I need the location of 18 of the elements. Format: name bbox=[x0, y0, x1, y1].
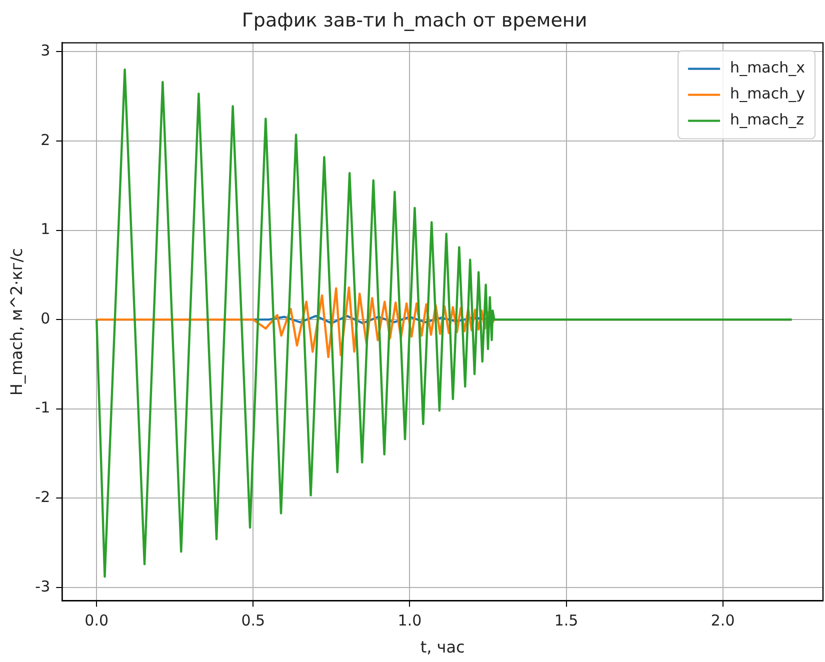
x-tick-label: 1.0 bbox=[398, 612, 422, 630]
x-tick-label: 2.0 bbox=[710, 612, 735, 630]
y-tick-label: 1 bbox=[40, 220, 50, 238]
chart-title: График зав-ти h_mach от времени bbox=[242, 9, 588, 32]
x-tick-label: 1.5 bbox=[554, 612, 578, 630]
y-axis-title: H_mach, м^2·кг/с bbox=[6, 248, 26, 396]
legend-label: h_mach_z bbox=[730, 110, 804, 129]
legend-label: h_mach_y bbox=[730, 84, 806, 103]
y-tick-label: 2 bbox=[40, 130, 50, 149]
y-tick-label: -1 bbox=[35, 398, 50, 417]
y-tick-label: 3 bbox=[40, 42, 50, 60]
x-tick-label: 0.0 bbox=[84, 612, 109, 630]
x-axis-title: t, час bbox=[420, 638, 465, 657]
y-tick-label: -2 bbox=[35, 488, 50, 506]
legend-label: h_mach_x bbox=[730, 58, 806, 77]
x-tick-label: 0.5 bbox=[241, 612, 266, 630]
y-tick-label: 0 bbox=[40, 309, 50, 328]
y-tick-label: -3 bbox=[35, 577, 50, 596]
